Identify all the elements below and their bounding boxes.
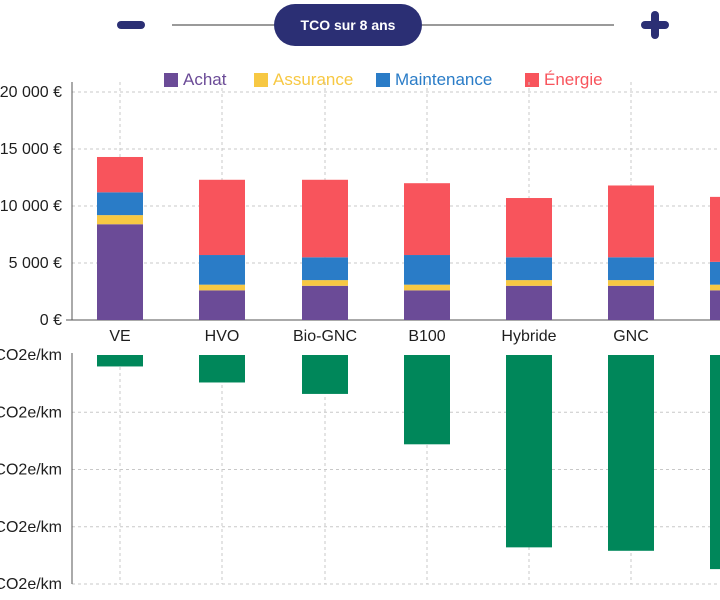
category-label: HVO: [205, 328, 240, 345]
minus-icon[interactable]: [117, 21, 145, 29]
tco-selector: TCO sur 8 ans: [0, 0, 720, 60]
bar-segment: [97, 156, 143, 193]
bar-segment: [506, 257, 552, 281]
cost-y-ticks: 0 € 5 000 € 10 000 € 15 000 € 20 000 €: [0, 84, 62, 329]
bar-segment: [710, 290, 720, 320]
legend-label: Achat: [183, 70, 227, 89]
bar-segment: [710, 196, 720, 262]
legend-label: Maintenance: [395, 70, 492, 89]
tco-period-button[interactable]: TCO sur 8 ans: [274, 4, 422, 46]
category-label: VE: [109, 328, 130, 345]
y-tick-label: 50 gCO2e/km: [0, 404, 62, 421]
y-tick-label: 15 000 €: [0, 141, 62, 158]
bar-segment: [608, 185, 654, 258]
bar-segment: [608, 280, 654, 286]
bar-segment: [608, 257, 654, 281]
bar-segment: [302, 285, 348, 320]
bar-segment: [506, 198, 552, 258]
tco-period-label: TCO sur 8 ans: [300, 17, 396, 33]
legend-swatch: [164, 73, 178, 87]
bar-segment: [199, 255, 245, 285]
legend-label: Assurance: [273, 70, 353, 89]
emission-bar: [608, 355, 654, 551]
y-tick-label: 0 €: [40, 312, 62, 329]
y-tick-label: 150 gCO2e/km: [0, 519, 62, 536]
plus-icon-vertical: [651, 11, 659, 39]
category-label: B100: [408, 328, 445, 345]
bar-segment: [404, 183, 450, 256]
y-tick-label: 10 000 €: [0, 198, 62, 215]
legend-label: Énergie: [544, 70, 603, 89]
bar-segment: [199, 290, 245, 320]
bar-segment: [404, 290, 450, 320]
emission-bar: [302, 355, 348, 394]
bar-segment: [97, 192, 143, 216]
bar-segment: [302, 280, 348, 286]
emission-bar: [710, 355, 720, 570]
legend-swatch: [525, 73, 539, 87]
category-label: Bio-GNC: [293, 328, 357, 345]
bar-segment: [608, 285, 654, 320]
chart-legend: Achat Assurance Maintenance Énergie: [164, 70, 603, 89]
emission-bar: [506, 355, 552, 548]
legend-swatch: [254, 73, 268, 87]
y-tick-label: 100 gCO2e/km: [0, 462, 62, 479]
bar-segment: [506, 280, 552, 286]
bar-segment: [97, 224, 143, 320]
category-label: GNC: [613, 328, 649, 345]
y-tick-label: 20 000 €: [0, 84, 62, 101]
y-tick-label: 0 gCO2e/km: [0, 347, 62, 364]
slider-track-right: [422, 24, 614, 26]
bar-segment: [710, 261, 720, 285]
cost-bars: [97, 156, 720, 320]
y-tick-label: 5 000 €: [9, 255, 62, 272]
bar-segment: [302, 257, 348, 281]
emission-bar: [404, 355, 450, 445]
emission-bar: [97, 355, 143, 367]
emissions-y-ticks: 0 gCO2e/km 50 gCO2e/km 100 gCO2e/km 150 gCO…: [0, 347, 62, 593]
bar-segment: [97, 215, 143, 225]
emission-bar: [199, 355, 245, 383]
category-label: Hybride: [501, 328, 556, 345]
y-tick-label: 200 gCO2e/km: [0, 576, 62, 593]
bar-segment: [199, 284, 245, 291]
bar-segment: [199, 179, 245, 256]
bar-segment: [506, 285, 552, 320]
emissions-bars: [97, 355, 720, 570]
slider-track-left: [172, 24, 274, 26]
bar-segment: [404, 255, 450, 285]
legend-swatch: [376, 73, 390, 87]
bar-segment: [710, 284, 720, 291]
bar-segment: [302, 179, 348, 258]
category-labels: VE HVO Bio-GNC B100 Hybride GNC: [109, 328, 648, 345]
bar-segment: [404, 284, 450, 291]
